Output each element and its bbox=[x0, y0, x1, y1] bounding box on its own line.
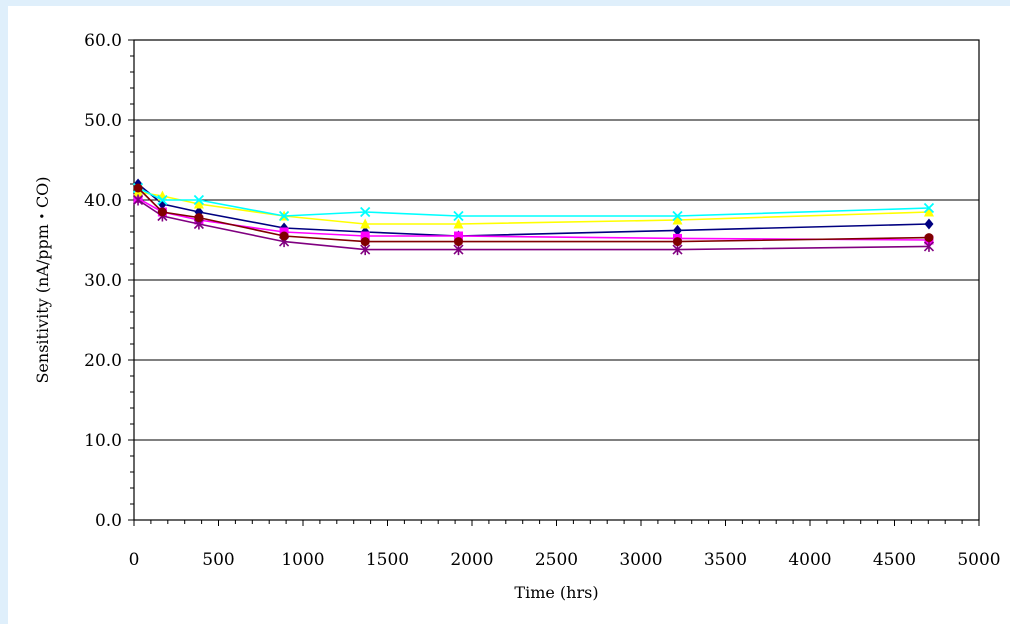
series-line bbox=[137, 183, 930, 237]
x-tick-label: 1500 bbox=[366, 550, 409, 570]
data-point bbox=[193, 194, 205, 206]
x-tick-label: 1000 bbox=[281, 550, 324, 570]
data-point bbox=[193, 198, 204, 209]
series-line bbox=[137, 187, 930, 243]
x-tick-label: 2500 bbox=[535, 550, 578, 570]
data-point bbox=[133, 183, 143, 193]
labels-layer: 0.0 10.0 20.0 30.0 40.0 50.0 60.0 0 500 1000 1500 2… bbox=[84, 31, 1000, 570]
data-point bbox=[673, 224, 683, 236]
data-point bbox=[924, 218, 934, 230]
data-point bbox=[157, 207, 167, 217]
data-point bbox=[672, 214, 683, 225]
x-tick-label: 5000 bbox=[957, 550, 1000, 570]
data-point bbox=[923, 206, 934, 217]
y-tick-label: 50.0 bbox=[84, 111, 122, 131]
y-tick-label: 10.0 bbox=[84, 431, 122, 451]
x-tick-label: 500 bbox=[202, 550, 234, 570]
y-axis-title: Sensitivity (nA/ppm・CO) bbox=[33, 176, 52, 383]
y-tick-label: 30.0 bbox=[84, 271, 122, 291]
data-series bbox=[133, 183, 934, 247]
series-line bbox=[137, 187, 930, 217]
x-tick-label: 3000 bbox=[619, 550, 662, 570]
data-point bbox=[278, 210, 290, 222]
x-axis-title: Time (hrs) bbox=[514, 583, 598, 602]
y-tick-label: 60.0 bbox=[84, 31, 122, 51]
y-tick-label: 40.0 bbox=[84, 191, 122, 211]
data-point bbox=[279, 231, 289, 241]
data-series bbox=[132, 194, 935, 256]
data-point bbox=[157, 194, 168, 206]
series-layer bbox=[132, 178, 935, 256]
chart-panel bbox=[8, 6, 1010, 624]
data-point bbox=[360, 237, 370, 247]
data-point bbox=[453, 218, 464, 229]
y-tick-label: 20.0 bbox=[84, 351, 122, 371]
data-point bbox=[673, 237, 683, 247]
x-tick-label: 3500 bbox=[704, 550, 747, 570]
data-point bbox=[194, 213, 204, 223]
grid-layer bbox=[134, 119, 979, 441]
data-point bbox=[453, 231, 463, 241]
data-point bbox=[453, 210, 464, 222]
data-series bbox=[133, 193, 934, 245]
x-tick-label: 0 bbox=[129, 550, 140, 570]
ticks-layer bbox=[128, 39, 980, 526]
x-tick-label: 2000 bbox=[450, 550, 493, 570]
data-point bbox=[360, 206, 371, 218]
data-point bbox=[923, 202, 935, 214]
data-point bbox=[453, 237, 463, 247]
data-point bbox=[672, 210, 683, 222]
data-point bbox=[924, 233, 934, 243]
data-point bbox=[360, 231, 370, 241]
data-point bbox=[132, 194, 144, 206]
data-point bbox=[360, 218, 371, 229]
x-tick-label: 4000 bbox=[788, 550, 831, 570]
series-line bbox=[137, 191, 930, 225]
x-tick-label: 4500 bbox=[873, 550, 916, 570]
series-line bbox=[137, 199, 930, 251]
data-point bbox=[923, 240, 935, 252]
y-tick-label: 0.0 bbox=[95, 511, 122, 531]
